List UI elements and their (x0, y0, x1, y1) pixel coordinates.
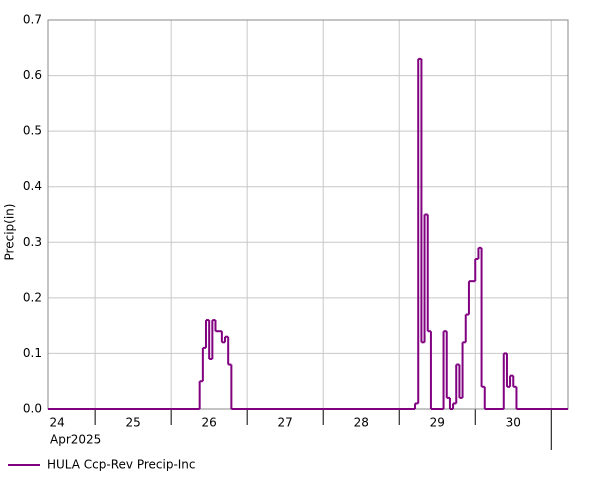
y-tick-label: 0.4 (23, 179, 42, 193)
y-tick-label: 0.3 (23, 235, 42, 249)
x-tick-label: 29 (430, 416, 445, 430)
y-tick-label: 0.0 (23, 402, 42, 416)
legend-label: HULA Ccp-Rev Precip-Inc (47, 458, 196, 472)
y-tick-label: 0.2 (23, 290, 42, 304)
x-tick-label: 26 (202, 416, 217, 430)
x-tick-label: 30 (506, 416, 521, 430)
x-tick-label: 24 (49, 416, 64, 430)
x-tick-label: 28 (354, 416, 369, 430)
y-tick-label: 0.1 (23, 346, 42, 360)
y-tick-label: 0.7 (23, 13, 42, 27)
x-tick-label: 25 (126, 416, 141, 430)
x-tick-label: 27 (278, 416, 293, 430)
y-tick-label: 0.5 (23, 124, 42, 138)
plot-area (48, 20, 568, 409)
x-axis-label: Apr2025 (50, 433, 101, 447)
y-tick-label: 0.6 (23, 68, 42, 82)
y-axis-label: Precip(in) (3, 204, 17, 261)
